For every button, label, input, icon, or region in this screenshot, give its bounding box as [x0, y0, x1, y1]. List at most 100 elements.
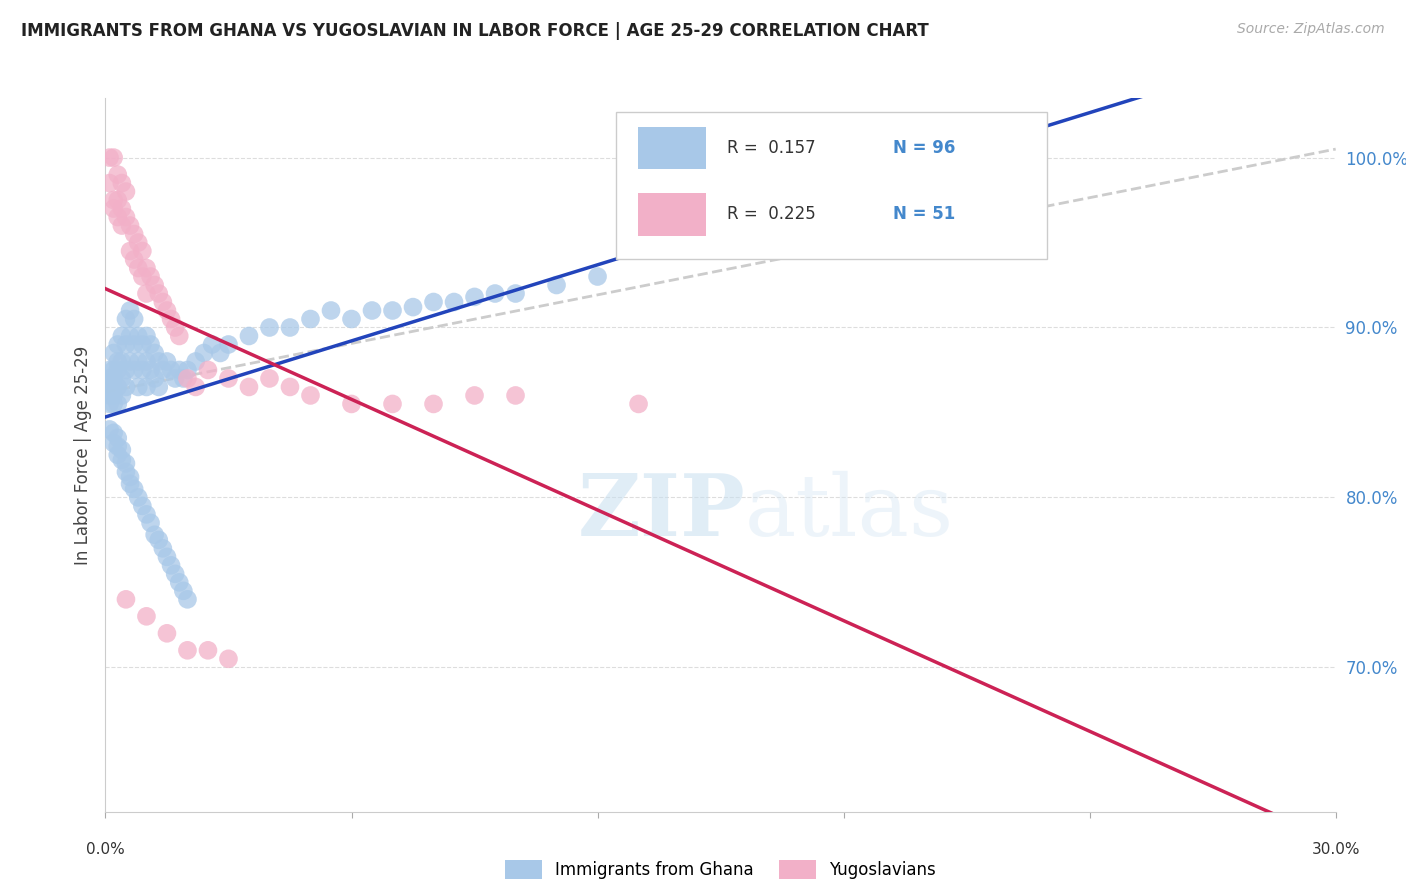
Point [120, 329, 141, 343]
Point [143, 528, 166, 542]
Point [156, 303, 179, 318]
Text: 0.0%: 0.0% [86, 842, 125, 857]
Point [127, 235, 149, 250]
Point [135, 508, 157, 522]
Bar [638, 193, 706, 235]
Point [122, 252, 145, 267]
Point [98, 422, 121, 436]
Point [143, 371, 166, 385]
Point [111, 442, 134, 457]
Point [422, 397, 444, 411]
Point [103, 202, 125, 216]
Point [103, 151, 125, 165]
Point [115, 465, 138, 479]
Point [172, 371, 194, 385]
Point [176, 363, 198, 377]
Point [135, 609, 157, 624]
Point [197, 643, 219, 657]
Point [443, 295, 465, 310]
Point [238, 380, 260, 394]
Point [135, 329, 157, 343]
Point [135, 380, 157, 394]
Point [139, 269, 162, 284]
Point [103, 346, 125, 360]
Point [111, 371, 134, 385]
Point [131, 244, 153, 258]
Text: N = 96: N = 96 [893, 139, 955, 157]
Point [139, 363, 162, 377]
Point [160, 363, 183, 377]
Point [176, 592, 198, 607]
Point [135, 260, 157, 275]
Point [127, 329, 149, 343]
Point [165, 371, 187, 385]
Point [160, 558, 183, 573]
Point [107, 193, 129, 207]
Point [299, 312, 322, 326]
Point [127, 354, 149, 368]
Text: IMMIGRANTS FROM GHANA VS YUGOSLAVIAN IN LABOR FORCE | AGE 25-29 CORRELATION CHAR: IMMIGRANTS FROM GHANA VS YUGOSLAVIAN IN … [21, 22, 929, 40]
Point [156, 354, 179, 368]
Point [259, 371, 281, 385]
Point [160, 312, 183, 326]
Point [505, 388, 527, 402]
Point [156, 626, 179, 640]
Point [139, 516, 162, 530]
Point [218, 652, 240, 666]
Point [120, 470, 141, 484]
Point [546, 278, 568, 293]
Text: N = 51: N = 51 [893, 205, 955, 223]
Point [107, 168, 129, 182]
Point [103, 363, 125, 377]
FancyBboxPatch shape [616, 112, 1046, 259]
Point [115, 363, 138, 377]
Point [115, 592, 138, 607]
Point [464, 388, 486, 402]
Point [148, 380, 170, 394]
Point [131, 363, 153, 377]
Point [122, 227, 145, 241]
Point [103, 436, 125, 450]
Point [627, 397, 650, 411]
Point [131, 499, 153, 513]
Point [98, 176, 121, 190]
Point [381, 397, 404, 411]
Point [169, 329, 191, 343]
Point [103, 371, 125, 385]
Point [111, 202, 134, 216]
Point [505, 286, 527, 301]
Point [115, 185, 138, 199]
Y-axis label: In Labor Force | Age 25-29: In Labor Force | Age 25-29 [73, 345, 91, 565]
Point [127, 260, 149, 275]
Point [122, 337, 145, 351]
Point [98, 380, 121, 394]
Point [148, 354, 170, 368]
Point [115, 312, 138, 326]
Point [131, 337, 153, 351]
Point [127, 380, 149, 394]
Point [107, 431, 129, 445]
Point [402, 300, 425, 314]
Point [152, 295, 174, 310]
Point [120, 219, 141, 233]
Point [299, 388, 322, 402]
Point [184, 380, 207, 394]
Text: R =  0.225: R = 0.225 [727, 205, 815, 223]
Text: Source: ZipAtlas.com: Source: ZipAtlas.com [1237, 22, 1385, 37]
Point [111, 219, 134, 233]
Point [197, 363, 219, 377]
Point [111, 354, 134, 368]
Point [259, 320, 281, 334]
Point [484, 286, 506, 301]
Point [422, 295, 444, 310]
Point [120, 354, 141, 368]
Text: 30.0%: 30.0% [1312, 842, 1360, 857]
Text: ZIP: ZIP [578, 470, 745, 554]
Point [165, 320, 187, 334]
Point [98, 397, 121, 411]
Point [135, 354, 157, 368]
Point [319, 303, 342, 318]
Point [340, 397, 363, 411]
Point [464, 290, 486, 304]
Point [107, 380, 129, 394]
